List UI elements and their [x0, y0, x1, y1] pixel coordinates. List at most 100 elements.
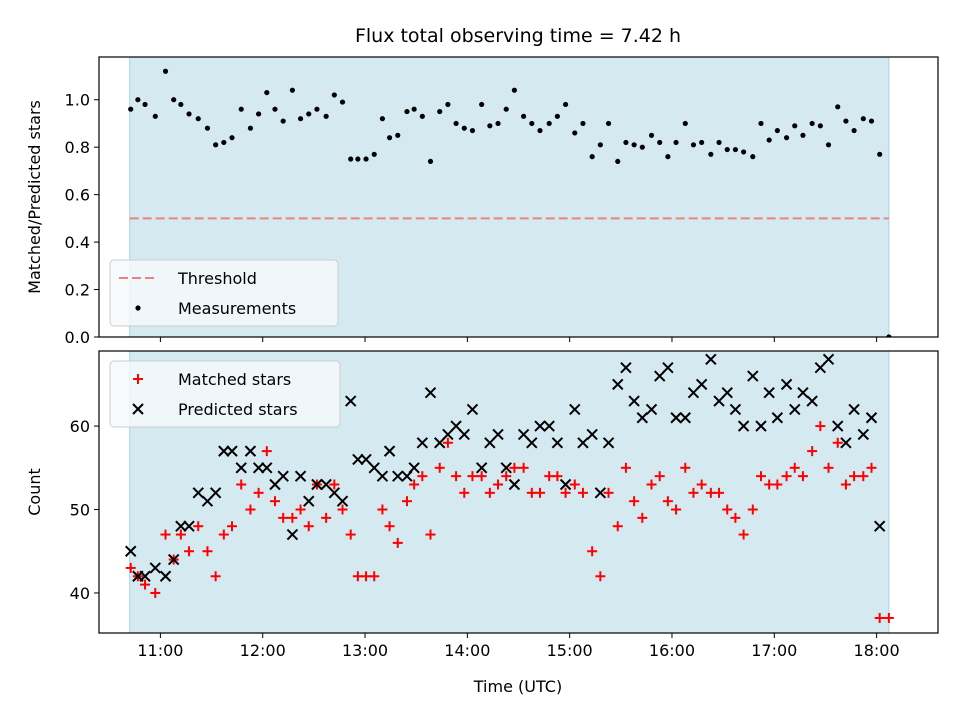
- data-point: [218, 529, 229, 540]
- y-tick-label: 0.8: [65, 138, 90, 157]
- data-point: [809, 120, 815, 127]
- data-point: [264, 89, 270, 96]
- data-point: [543, 420, 555, 432]
- data-point: [152, 113, 158, 119]
- data-point: [620, 361, 632, 374]
- data-point: [493, 479, 504, 490]
- x-axis-label: Time (UTC): [473, 677, 562, 696]
- data-point: [629, 496, 640, 507]
- data-point: [612, 378, 624, 391]
- data-point: [569, 403, 581, 416]
- data-point: [227, 521, 238, 532]
- data-point: [125, 562, 136, 573]
- x-tick-label: 11:00: [137, 641, 183, 660]
- data-point: [873, 520, 886, 532]
- data-point: [289, 87, 295, 93]
- data-point: [695, 378, 708, 391]
- data-point: [501, 471, 512, 482]
- data-point: [822, 353, 835, 366]
- data-point: [688, 487, 699, 498]
- data-point: [261, 462, 273, 474]
- data-point: [503, 106, 509, 112]
- y-axis-label-top: Matched/Predicted stars: [25, 100, 44, 294]
- data-point: [840, 437, 852, 449]
- data-point: [306, 111, 312, 117]
- data-point: [737, 420, 750, 432]
- data-point: [673, 139, 679, 146]
- data-point: [344, 395, 357, 407]
- data-point: [226, 445, 238, 457]
- data-point: [445, 101, 451, 108]
- data-point: [628, 395, 640, 407]
- data-point: [823, 462, 834, 473]
- data-point: [183, 520, 195, 532]
- data-point: [603, 487, 614, 498]
- data-point: [654, 471, 665, 482]
- data-point: [409, 479, 420, 490]
- data-point: [184, 546, 195, 557]
- legend-label: Predicted stars: [178, 400, 298, 419]
- data-point: [763, 387, 775, 399]
- data-point: [379, 116, 386, 122]
- y-tick-label: 60: [70, 417, 90, 436]
- data-point: [337, 504, 348, 515]
- data-point: [750, 154, 756, 160]
- data-point: [648, 132, 655, 138]
- data-point: [369, 571, 380, 582]
- x-tick-label: 16:00: [649, 641, 695, 660]
- data-point: [442, 437, 453, 448]
- data-point: [868, 118, 875, 124]
- data-point: [416, 437, 429, 449]
- data-point: [303, 495, 315, 507]
- data-point: [269, 496, 280, 507]
- data-point: [425, 529, 436, 540]
- data-point: [843, 118, 849, 124]
- legend-box: [109, 360, 341, 428]
- x-tick-label: 12:00: [240, 641, 286, 660]
- data-point: [213, 142, 219, 148]
- data-point: [175, 529, 186, 540]
- y-tick-label: 50: [70, 501, 90, 520]
- data-point: [395, 132, 401, 138]
- data-point: [636, 412, 649, 424]
- data-point: [714, 487, 725, 498]
- series-measurements: [128, 68, 892, 337]
- data-point: [792, 123, 798, 129]
- data-point: [560, 487, 571, 498]
- data-point: [577, 437, 589, 449]
- data-point: [272, 106, 278, 112]
- data-point: [589, 154, 595, 160]
- data-point: [352, 453, 364, 466]
- data-point: [595, 571, 606, 582]
- x-tick-label: 18:00: [854, 641, 900, 660]
- data-point: [229, 135, 235, 141]
- data-point: [789, 403, 801, 416]
- data-point: [832, 437, 843, 448]
- data-point: [529, 120, 535, 127]
- data-point: [806, 395, 818, 407]
- x-tick-label: 14:00: [444, 641, 490, 660]
- data-point: [657, 139, 663, 146]
- data-point: [411, 106, 417, 112]
- data-point: [825, 142, 832, 148]
- data-point: [451, 471, 462, 482]
- data-point: [162, 68, 169, 74]
- data-point: [140, 579, 151, 590]
- data-point: [509, 462, 520, 473]
- y-tick-label: 40: [70, 584, 90, 603]
- data-point: [534, 420, 546, 432]
- data-point: [355, 156, 361, 162]
- data-point: [278, 512, 289, 523]
- legend-label: Matched stars: [178, 370, 291, 389]
- data-point: [419, 113, 425, 119]
- data-point: [781, 471, 792, 482]
- data-point: [314, 106, 320, 112]
- data-point: [755, 420, 767, 432]
- data-point: [392, 537, 403, 548]
- data-point: [708, 151, 714, 157]
- data-point: [665, 154, 671, 160]
- legend-matched-swatch: [133, 374, 143, 384]
- axes-frame: [98, 56, 939, 338]
- data-point: [637, 512, 648, 523]
